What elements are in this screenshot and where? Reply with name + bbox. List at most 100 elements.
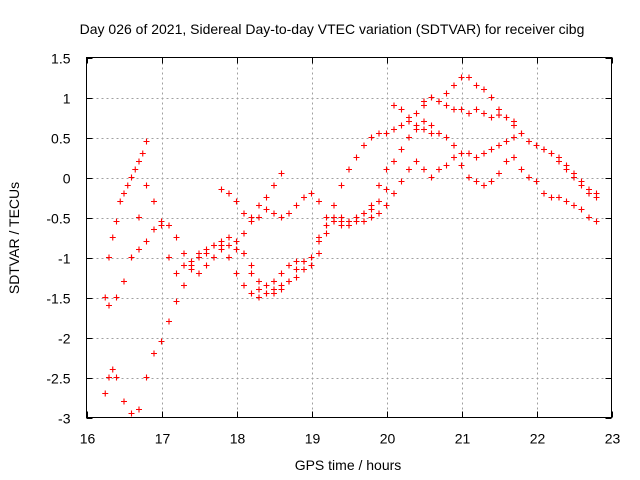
data-point: [518, 130, 525, 137]
data-point: [241, 210, 247, 217]
data-point: [496, 170, 502, 177]
data-point: [368, 214, 375, 221]
data-point: [398, 178, 405, 185]
data-point: [368, 206, 375, 213]
data-point: [241, 282, 247, 289]
series-track-5: [218, 186, 390, 229]
data-point: [113, 294, 120, 301]
data-point: [428, 122, 435, 129]
data-point: [488, 146, 495, 153]
data-point: [136, 158, 142, 165]
data-point: [196, 270, 202, 277]
data-point: [271, 290, 277, 297]
y-tick-label: -1: [58, 251, 71, 267]
data-point: [256, 278, 262, 285]
data-point: [488, 114, 495, 121]
data-point: [203, 246, 210, 253]
data-point: [481, 150, 487, 157]
data-point: [248, 262, 255, 269]
data-point: [593, 218, 600, 225]
data-point: [293, 258, 300, 265]
data-point: [263, 206, 270, 213]
data-point: [256, 294, 262, 301]
y-tick-label: 1.5: [51, 51, 71, 67]
data-point: [406, 166, 412, 173]
data-point: [181, 282, 187, 289]
y-tick-label: 0: [63, 171, 71, 187]
data-point: [473, 154, 480, 161]
chart-title: Day 026 of 2021, Sidereal Day-to-day VTE…: [80, 21, 585, 37]
data-point: [233, 198, 240, 205]
x-tick-label: 20: [380, 431, 396, 447]
data-point: [496, 106, 502, 113]
data-point: [451, 142, 457, 149]
series-track-2: [102, 154, 600, 417]
data-point: [316, 234, 322, 241]
data-point: [113, 374, 120, 381]
data-point: [398, 106, 405, 113]
data-point: [383, 186, 390, 193]
series-track-8: [421, 94, 517, 125]
data-point: [173, 234, 180, 241]
data-point: [428, 130, 435, 137]
data-point: [256, 286, 262, 293]
data-point: [308, 254, 315, 261]
data-point: [271, 210, 277, 217]
data-point: [233, 246, 240, 253]
data-point: [443, 134, 450, 141]
data-point: [158, 338, 165, 345]
data-point: [563, 166, 570, 173]
x-tick-label: 17: [155, 431, 171, 447]
data-point: [278, 270, 285, 277]
data-point: [466, 74, 472, 81]
data-point: [248, 290, 255, 297]
series-track-7: [391, 74, 600, 201]
data-point: [451, 82, 457, 89]
data-point: [124, 182, 131, 189]
data-point: [466, 174, 472, 181]
data-point: [541, 146, 547, 153]
data-point: [241, 250, 247, 257]
data-point: [113, 218, 120, 225]
data-point: [218, 186, 225, 193]
data-point: [451, 154, 457, 161]
x-tick-label: 18: [230, 431, 246, 447]
data-point: [331, 218, 337, 225]
grid: [86, 57, 612, 418]
data-point: [226, 254, 232, 261]
x-axis-label: GPS time / hours: [295, 457, 402, 473]
data-point: [256, 214, 262, 221]
data-point: [518, 166, 525, 173]
data-point: [473, 178, 480, 185]
data-point: [533, 142, 540, 149]
data-point: [376, 182, 382, 189]
data-point: [151, 198, 157, 205]
data-point: [511, 134, 517, 141]
data-point: [466, 110, 472, 117]
data-point: [132, 166, 139, 173]
data-point: [533, 178, 540, 185]
data-point: [383, 130, 390, 137]
data-point: [308, 262, 315, 269]
x-tick-label: 23: [605, 431, 621, 447]
data-point: [301, 194, 307, 201]
data-point: [413, 158, 420, 165]
data-point: [398, 146, 405, 153]
data-point: [211, 254, 217, 261]
data-point: [451, 106, 457, 113]
data-point: [308, 190, 315, 197]
data-point: [102, 294, 109, 301]
data-point: [436, 166, 442, 173]
series-track-4: [128, 118, 442, 297]
data-point: [109, 234, 116, 241]
data-point: [346, 218, 352, 225]
data-point: [443, 102, 450, 109]
data-point: [181, 250, 187, 257]
data-point: [128, 410, 135, 417]
y-tick-label: -2: [58, 331, 71, 347]
data-point: [203, 262, 210, 269]
data-point: [338, 214, 345, 221]
data-point: [286, 262, 292, 269]
data-point: [181, 262, 187, 269]
